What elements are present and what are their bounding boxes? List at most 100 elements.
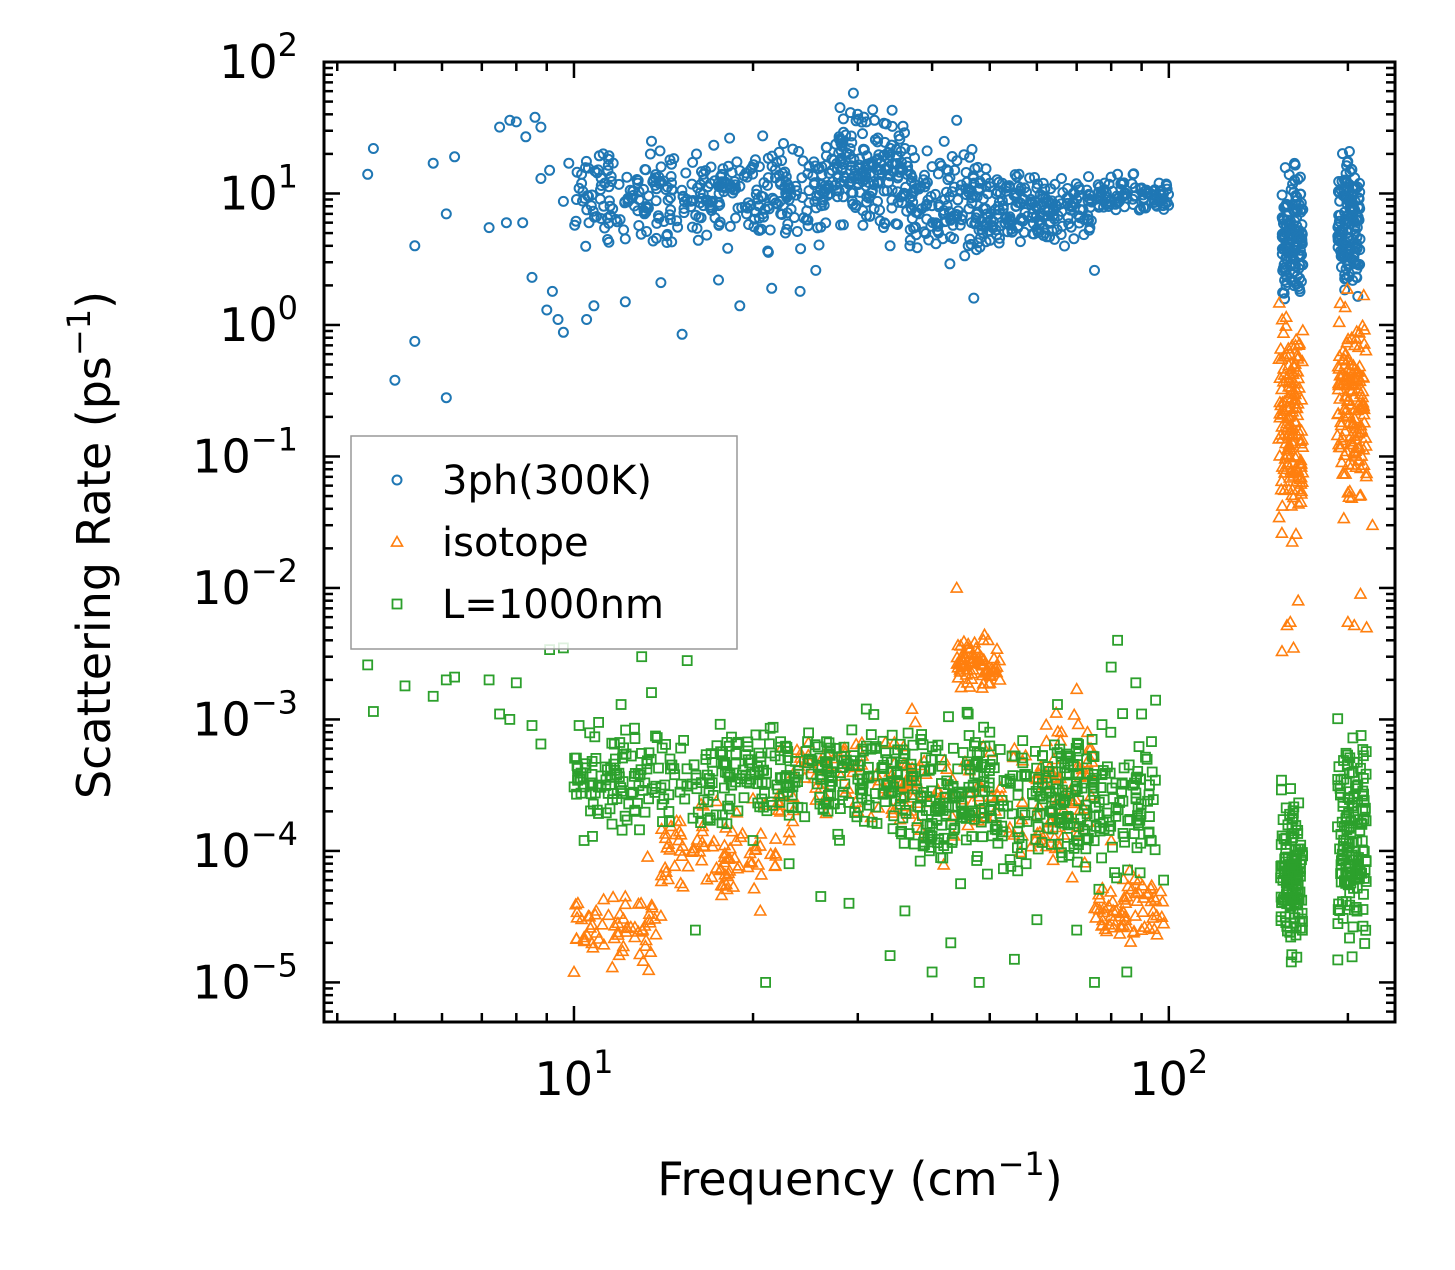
y-tick-label: 10−3	[192, 683, 298, 746]
data-point	[872, 153, 884, 165]
data-point	[1061, 778, 1073, 790]
data-point	[613, 178, 625, 190]
data-point	[716, 878, 730, 891]
data-point	[823, 796, 835, 808]
data-point	[1045, 806, 1057, 817]
legend-item: L=1000nm	[391, 582, 664, 628]
data-point	[1355, 395, 1370, 408]
data-point	[846, 724, 858, 736]
data-point	[887, 735, 902, 748]
data-point	[1281, 358, 1296, 371]
data-point	[1275, 419, 1289, 432]
data-point	[1277, 349, 1292, 362]
data-point	[661, 237, 673, 248]
data-point	[742, 736, 754, 748]
data-point	[1288, 240, 1300, 251]
data-point	[541, 304, 553, 316]
data-point	[605, 772, 617, 783]
data-point	[817, 187, 829, 199]
data-point	[1092, 179, 1104, 191]
data-point	[1274, 427, 1288, 440]
data-point	[1027, 788, 1038, 799]
data-point	[1358, 813, 1370, 825]
data-point	[535, 738, 547, 750]
data-point	[614, 214, 626, 226]
data-point	[737, 764, 749, 776]
data-point	[1017, 735, 1029, 746]
data-point	[649, 927, 663, 940]
data-point	[1093, 883, 1105, 895]
data-point	[939, 194, 951, 205]
data-point	[610, 925, 625, 938]
data-point	[1057, 187, 1069, 198]
data-point	[1359, 806, 1371, 817]
data-point	[1332, 440, 1347, 453]
data-point	[781, 770, 792, 781]
data-point	[1333, 415, 1348, 428]
data-point	[894, 777, 906, 789]
data-point	[961, 706, 973, 718]
data-point	[986, 830, 998, 842]
data-point	[987, 754, 998, 766]
data-point	[970, 212, 982, 224]
data-point	[1095, 913, 1110, 926]
data-point	[662, 194, 674, 206]
data-point	[666, 184, 678, 196]
data-point	[1277, 265, 1289, 277]
data-point	[750, 729, 762, 741]
data-point	[1352, 779, 1364, 791]
data-point	[1344, 932, 1355, 944]
data-point	[1049, 705, 1064, 718]
data-point	[675, 848, 689, 862]
data-point	[440, 208, 452, 220]
data-point	[1291, 593, 1306, 606]
data-point	[1275, 525, 1289, 539]
data-point	[1285, 534, 1300, 547]
data-point	[1358, 888, 1369, 900]
data-point	[1295, 465, 1310, 478]
data-point	[926, 161, 938, 173]
data-point	[1136, 904, 1150, 918]
data-point	[984, 181, 996, 193]
data-point	[1039, 227, 1051, 239]
data-point	[1128, 828, 1140, 839]
data-point	[1283, 438, 1297, 451]
data-point	[933, 201, 945, 213]
data-point	[633, 194, 645, 206]
x-tick-label: 101	[535, 1043, 614, 1106]
data-point	[1015, 794, 1030, 808]
data-point	[1114, 797, 1126, 808]
data-point	[654, 908, 668, 921]
data-point	[1132, 873, 1146, 886]
data-point	[1351, 836, 1363, 848]
data-point	[643, 747, 655, 759]
data-point	[544, 164, 556, 176]
data-point	[963, 730, 975, 741]
data-point	[856, 792, 868, 804]
data-point	[660, 840, 674, 853]
data-point	[1150, 694, 1161, 706]
data-point	[708, 139, 720, 151]
data-point	[886, 729, 898, 741]
data-point	[1272, 295, 1287, 308]
data-point	[1343, 428, 1358, 442]
data-point	[640, 849, 655, 862]
data-point	[606, 818, 618, 830]
data-point	[1296, 854, 1307, 866]
data-point	[585, 200, 597, 212]
data-point	[767, 800, 779, 811]
data-point	[681, 194, 693, 205]
data-point	[966, 143, 978, 155]
data-point	[1339, 236, 1351, 248]
data-point	[664, 816, 675, 828]
y-axis-label: Scattering Rate (ps−1)	[60, 291, 121, 799]
data-point	[1105, 661, 1117, 673]
data-point	[641, 963, 656, 976]
data-point	[1294, 232, 1306, 244]
data-point	[921, 791, 933, 802]
data-point	[546, 285, 558, 297]
data-point	[1117, 795, 1129, 807]
data-point	[1284, 386, 1299, 399]
data-point	[1117, 828, 1129, 839]
data-point	[607, 931, 622, 944]
